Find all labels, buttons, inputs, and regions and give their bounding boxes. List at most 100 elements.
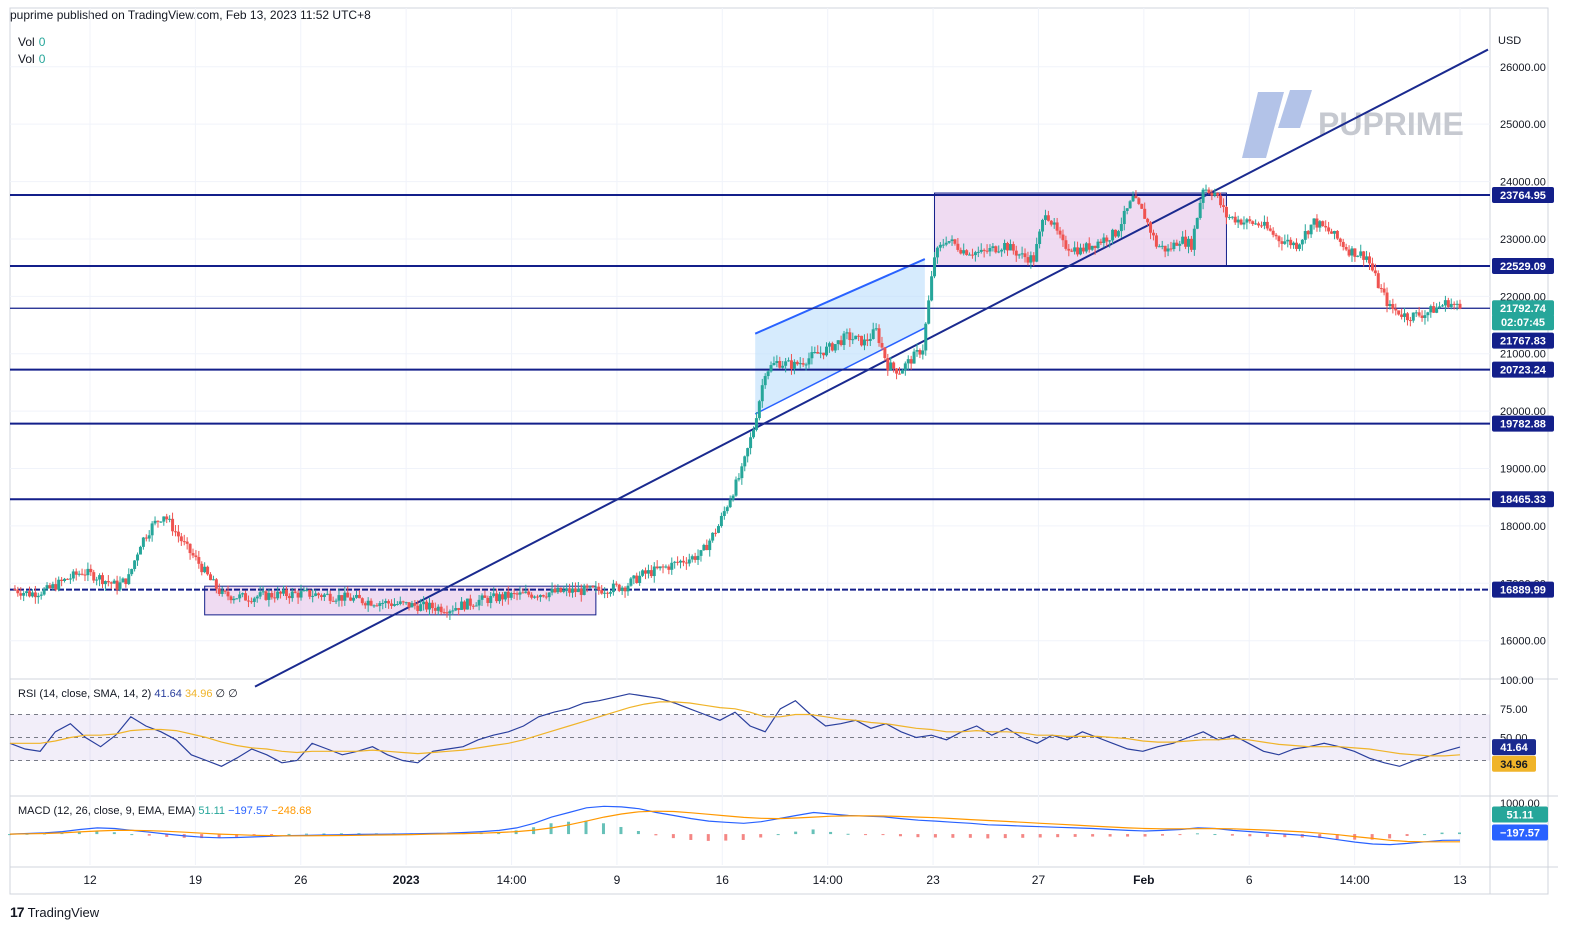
macd-histogram-bar xyxy=(1405,834,1409,836)
candle-body xyxy=(1070,250,1074,252)
candle-body xyxy=(827,343,831,347)
candle-body xyxy=(1032,255,1036,262)
vol-label: Vol xyxy=(18,35,35,49)
candle-body xyxy=(223,590,227,592)
macd-badge xyxy=(1492,806,1548,823)
candle-body xyxy=(836,340,840,345)
trend-line xyxy=(254,48,1489,688)
candle-body xyxy=(1125,208,1129,211)
candle-body xyxy=(1090,245,1094,250)
candle-body xyxy=(1230,216,1234,218)
candle-body xyxy=(13,589,17,591)
candle-body xyxy=(25,591,29,594)
vol-label: Vol xyxy=(18,52,35,66)
candle-body xyxy=(270,593,274,598)
candle-body xyxy=(807,358,811,365)
candle-body xyxy=(173,531,177,533)
time-tick-label: 16 xyxy=(716,873,730,887)
candle-body xyxy=(98,575,102,580)
candle-body xyxy=(664,566,668,568)
macd-histogram-bar xyxy=(794,831,798,835)
candle-body xyxy=(503,591,507,600)
macd-histogram-bar xyxy=(1458,832,1461,835)
candle-body xyxy=(600,590,604,594)
candle-body xyxy=(63,578,67,581)
candle-body xyxy=(716,526,720,533)
candle-body xyxy=(1306,231,1310,235)
candle-body xyxy=(1259,225,1263,227)
candle-body xyxy=(1061,234,1065,241)
candle-body xyxy=(801,363,805,365)
macd-histogram-bar xyxy=(130,834,134,836)
time-tick-label: 9 xyxy=(614,873,621,887)
candle-body xyxy=(722,511,726,516)
macd-histogram-bar xyxy=(1073,834,1077,837)
candle-body xyxy=(407,602,411,608)
price-label-text: 20723.24 xyxy=(1500,365,1547,377)
candle-body xyxy=(938,244,942,248)
candle-body xyxy=(489,596,493,603)
candle-body xyxy=(568,588,572,593)
macd-histogram-bar xyxy=(1056,834,1060,838)
candle-body xyxy=(279,591,283,594)
candle-body xyxy=(1076,247,1080,255)
candle-body xyxy=(89,568,93,573)
tradingview-footer[interactable]: 17 TradingView xyxy=(10,904,99,920)
candle-body xyxy=(276,591,280,599)
candle-body xyxy=(629,578,633,586)
candle-body xyxy=(1192,228,1196,250)
candle-body xyxy=(1017,254,1021,256)
candle-body xyxy=(889,362,893,371)
candle-body xyxy=(130,569,134,575)
candle-body xyxy=(848,332,852,341)
candle-body xyxy=(1073,247,1077,252)
macd-histogram-bar xyxy=(1283,834,1287,838)
price-tick-label: 16000.00 xyxy=(1500,636,1546,648)
macd-histogram-bar xyxy=(724,834,728,841)
macd-histogram-bar xyxy=(95,831,99,835)
candle-body xyxy=(1452,303,1456,305)
candle-body xyxy=(133,560,137,570)
macd-histogram-bar xyxy=(77,831,81,835)
macd-histogram-bar xyxy=(689,834,693,840)
candle-body xyxy=(360,598,364,604)
candle-body xyxy=(1172,242,1176,250)
candle-body xyxy=(1338,238,1342,242)
candle-body xyxy=(191,553,195,556)
candle-body xyxy=(632,575,636,579)
candle-body xyxy=(644,570,647,574)
candle-body xyxy=(302,589,306,592)
candle-body xyxy=(1330,231,1334,234)
candle-body xyxy=(375,605,379,607)
candle-body xyxy=(871,329,875,339)
candle-body xyxy=(30,592,34,597)
candle-body xyxy=(211,579,215,581)
candle-body xyxy=(1388,304,1392,307)
candle-body xyxy=(1143,208,1147,219)
candle-body xyxy=(608,592,612,594)
macd-histogram-bar xyxy=(864,834,868,836)
candle-body xyxy=(144,537,148,539)
candle-body xyxy=(147,535,151,539)
candle-body xyxy=(1213,193,1217,196)
hist-value: −248.68 xyxy=(271,805,311,817)
candle-body xyxy=(1414,312,1418,314)
candle-body xyxy=(483,595,487,598)
candle-body xyxy=(39,594,43,596)
candle-body xyxy=(314,593,318,596)
candle-body xyxy=(594,586,598,588)
candle-body xyxy=(1344,247,1348,250)
price-label-badge xyxy=(1492,300,1554,317)
candle-body xyxy=(51,584,55,589)
candle-body xyxy=(562,590,566,592)
candle-body xyxy=(731,495,735,500)
candle-body xyxy=(1417,312,1421,316)
candle-body xyxy=(833,344,837,351)
candle-body xyxy=(1137,198,1141,204)
candle-body xyxy=(398,601,402,605)
candle-body xyxy=(895,368,899,374)
candle-body xyxy=(1169,248,1173,250)
candle-body xyxy=(886,358,890,371)
candle-body xyxy=(1286,239,1290,242)
